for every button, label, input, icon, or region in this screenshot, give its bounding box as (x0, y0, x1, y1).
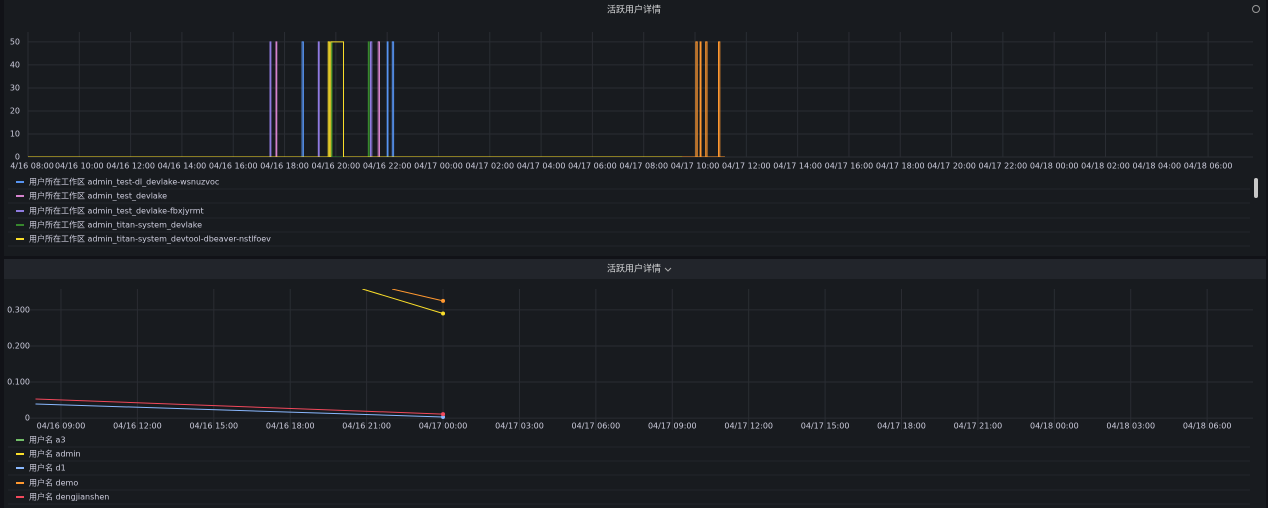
legend-label: 用户名 admin (29, 449, 81, 459)
y-tick-label: 0 (15, 153, 20, 162)
legend-label: 用户名 d1 (29, 463, 66, 473)
x-tick-label: 04/17 16:00 (825, 162, 874, 171)
y-tick-label: 20 (10, 106, 20, 115)
plot (28, 41, 725, 157)
point (441, 415, 446, 420)
legend-label: 用户所在工作区 admin_test_devlake-fbxjyrmt (29, 206, 204, 216)
series-line (28, 41, 721, 157)
x-tick-label: 04/18 04:00 (1132, 162, 1181, 171)
chevron[interactable] (664, 267, 672, 272)
series-line (362, 289, 444, 314)
x-tick-label: 4/16 08:00 (10, 162, 54, 171)
point (441, 412, 446, 417)
panel-header (4, 259, 1266, 279)
x-tick-label: 04/17 12:00 (722, 162, 771, 171)
legend-label: 用户所在工作区 admin_test_devlake (29, 191, 167, 201)
y-tick-label: 0 (25, 414, 30, 423)
y-tick-label: 0.100 (7, 378, 30, 387)
x-tick-label: 04/16 20:00 (312, 162, 361, 171)
series-line (391, 289, 444, 302)
legend-label: 用户名 demo (29, 478, 78, 488)
y-tick-label: 0.200 (7, 341, 30, 350)
legend-label: 用户名 a3 (29, 435, 66, 445)
x-tick-label: 04/16 12:00 (106, 162, 155, 171)
plot (35, 289, 446, 420)
y-tick-label: 40 (10, 60, 20, 69)
panel-title[interactable]: 活跃用户详情 (607, 263, 661, 275)
x-tick-label: 04/17 10:00 (671, 162, 720, 171)
x-tick-label: 04/17 18:00 (876, 162, 925, 171)
series-line (28, 41, 721, 157)
point (441, 311, 446, 316)
x-tick-label: 04/16 14:00 (158, 162, 207, 171)
y-tick-label: 50 (10, 37, 20, 46)
x-tick-label: 04/18 00:00 (1030, 162, 1079, 171)
x-tick-label: 04/17 00:00 (414, 162, 463, 171)
series-line (28, 41, 721, 157)
x-tick-label: 04/16 18:00 (260, 162, 309, 171)
y-tick-label: 10 (10, 129, 20, 138)
scrollbar[interactable] (1254, 178, 1258, 198)
series-line (35, 398, 444, 415)
y-tick-label: 0.300 (7, 305, 30, 314)
panel-title: 活跃用户详情 (607, 4, 661, 16)
legend-label: 用户所在工作区 admin_test-dl_devlake-wsnuzvoc (29, 177, 219, 187)
legend-label: 用户名 dengjianshen (29, 492, 109, 502)
refresh-icon[interactable] (1252, 5, 1260, 13)
series-line (682, 41, 725, 157)
legend-label: 用户所在工作区 admin_titan-system_devtool-dbeav… (29, 234, 271, 244)
x-tick-label: 04/17 20:00 (927, 162, 976, 171)
y-tick-label: 30 (10, 83, 20, 92)
x-tick-label: 04/17 06:00 (568, 162, 617, 171)
point (441, 298, 446, 303)
x-tick-label: 04/17 22:00 (979, 162, 1028, 171)
x-tick-label: 04/17 04:00 (517, 162, 566, 171)
x-tick-label: 04/17 08:00 (619, 162, 668, 171)
panel (4, 0, 1266, 256)
legend-label: 用户所在工作区 admin_titan-system_devlake (29, 220, 202, 230)
x-tick-label: 04/16 16:00 (209, 162, 258, 171)
x-tick-label: 04/18 02:00 (1081, 162, 1130, 171)
x-tick-label: 04/16 22:00 (363, 162, 412, 171)
series-line (28, 41, 721, 157)
x-tick-label: 04/17 02:00 (465, 162, 514, 171)
series-line (35, 403, 444, 418)
panel (4, 259, 1266, 508)
x-tick-label: 04/16 10:00 (55, 162, 104, 171)
x-tick-label: 04/18 06:00 (1184, 162, 1233, 171)
x-tick-label: 04/17 14:00 (773, 162, 822, 171)
